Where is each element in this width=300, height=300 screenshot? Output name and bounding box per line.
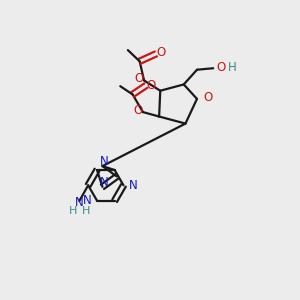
Text: O: O <box>134 73 143 85</box>
Text: O: O <box>217 61 226 74</box>
Text: O: O <box>133 104 142 117</box>
Text: O: O <box>147 79 156 92</box>
Text: O: O <box>203 91 213 104</box>
Text: H: H <box>82 206 90 216</box>
Text: N: N <box>75 196 84 208</box>
Text: N: N <box>100 176 108 189</box>
Text: N: N <box>100 155 108 168</box>
Text: N: N <box>83 194 92 207</box>
Text: N: N <box>129 179 137 192</box>
Text: H: H <box>228 61 237 74</box>
Text: H: H <box>69 206 77 216</box>
Text: O: O <box>157 46 166 59</box>
